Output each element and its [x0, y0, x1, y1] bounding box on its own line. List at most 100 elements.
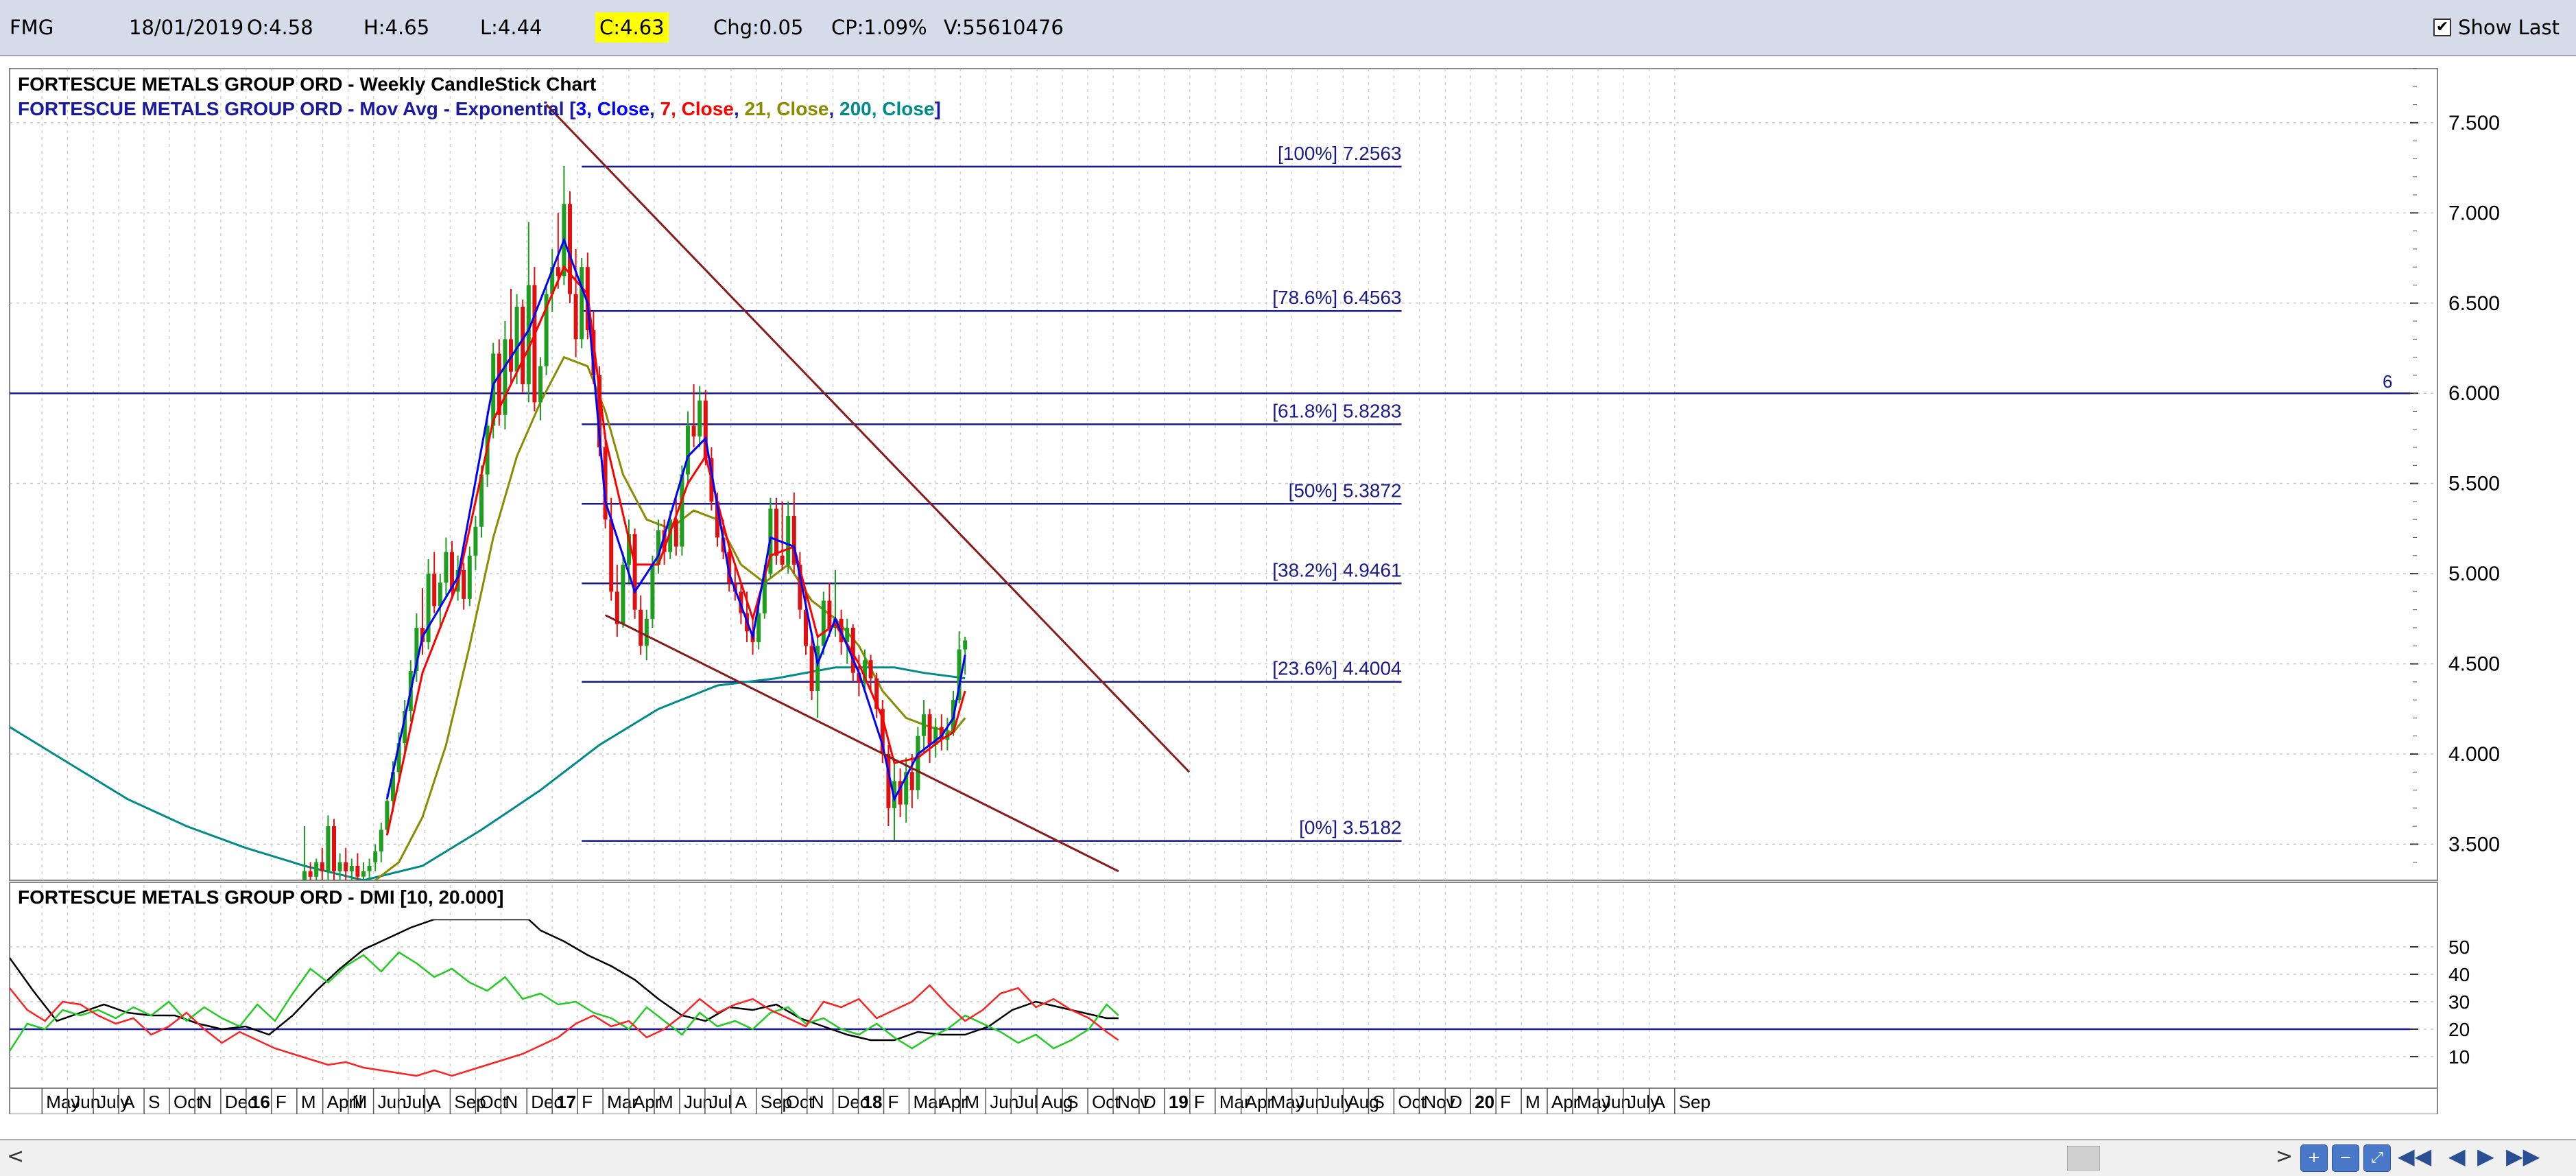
- dmi-tick-label: 20: [2448, 1019, 2470, 1040]
- time-tick-label: Aug: [1041, 1092, 1073, 1112]
- candle-body: [367, 865, 372, 871]
- ma-title-part: ,: [734, 98, 745, 119]
- candle-body: [791, 515, 796, 565]
- time-tick-label: July: [1322, 1092, 1353, 1112]
- zoom-in-icon[interactable]: +: [2300, 1144, 2328, 1172]
- candle-body: [857, 672, 861, 682]
- time-tick-label: M: [964, 1092, 979, 1112]
- scroll-first-icon[interactable]: ◀◀: [2398, 1143, 2432, 1169]
- price-tick-label: 7.000: [2448, 202, 2500, 224]
- open-label: O:4.58: [247, 16, 313, 39]
- candle-body: [426, 574, 431, 642]
- candle-body: [521, 307, 525, 385]
- price-tick-label: 6.500: [2448, 292, 2500, 315]
- candle-body: [762, 574, 767, 613]
- ema-line-ema-7: [385, 265, 966, 836]
- time-tick-label: Jul: [709, 1092, 732, 1112]
- time-tick-label: A: [1654, 1092, 1666, 1112]
- date-label: 18/01/2019: [129, 16, 244, 39]
- chart-canvas: [100%] 7.2563 [78.6%] 6.4563 [61.8%] 5.828…: [9, 68, 2500, 1114]
- candle-body: [373, 851, 378, 862]
- time-tick-label: Jun: [71, 1092, 100, 1112]
- time-tick-label: 20: [1475, 1092, 1494, 1112]
- price-tick-label: 3.500: [2448, 833, 2500, 856]
- time-tick-label: July: [403, 1092, 435, 1112]
- time-tick-label: F: [1194, 1092, 1205, 1112]
- time-tick-label: Oct: [786, 1092, 814, 1112]
- scroll-thumb[interactable]: [2067, 1146, 2100, 1171]
- candle-body: [827, 600, 832, 628]
- candle-body: [308, 871, 313, 877]
- time-tick-label: 19: [1169, 1092, 1189, 1112]
- candle-body: [874, 678, 879, 709]
- candle-body: [438, 583, 442, 607]
- time-tick-label: N: [505, 1092, 518, 1112]
- change-label: Chg:0.05: [713, 16, 804, 39]
- scroll-left-arrow[interactable]: <: [7, 1144, 25, 1168]
- candle-body: [349, 865, 354, 871]
- price-tick-label: 5.500: [2448, 473, 2500, 495]
- scroll-last-icon[interactable]: ▶▶: [2506, 1143, 2540, 1169]
- zoom-out-icon[interactable]: −: [2332, 1144, 2359, 1172]
- dmi-series-adx: [10, 919, 1119, 1042]
- time-tick-label: S: [1066, 1092, 1078, 1112]
- ema-line-ema-200: [10, 666, 966, 880]
- candle-body: [597, 375, 601, 448]
- time-tick-label: F: [1500, 1092, 1511, 1112]
- scroll-right-arrow[interactable]: >: [2276, 1144, 2293, 1168]
- candle-body: [774, 508, 778, 556]
- candle-body: [568, 204, 572, 294]
- price-grid: [10, 69, 2437, 880]
- chart-area: [100%] 7.2563 [78.6%] 6.4563 [61.8%] 5.828…: [0, 55, 2576, 1114]
- dmi-axis: 50 40 30 20 10: [2410, 937, 2470, 1068]
- time-tick-label: May: [46, 1092, 80, 1112]
- candle-body: [609, 519, 614, 592]
- fib-level-label: [61.8%] 5.8283: [1272, 400, 1401, 421]
- time-tick-label: N: [199, 1092, 212, 1112]
- price-tick-label: 7.500: [2448, 112, 2500, 134]
- scroll-back-icon[interactable]: ◀: [2448, 1143, 2466, 1169]
- candle-body: [639, 609, 643, 646]
- show-last-toggle[interactable]: ✔ Show Last: [2433, 0, 2560, 55]
- time-tick-label: A: [429, 1092, 441, 1112]
- candle-body: [462, 569, 466, 599]
- candle-body: [391, 772, 395, 801]
- info-bar: FMG 18/01/2019 O:4.58 H:4.65 L:4.44 C:4.…: [0, 0, 2576, 56]
- show-last-checkbox[interactable]: ✔: [2433, 19, 2452, 36]
- candle-body: [845, 627, 850, 642]
- time-tick-label: Dec: [225, 1092, 257, 1112]
- ma-title-part: 7, Close: [660, 98, 734, 119]
- candle-body: [603, 447, 608, 520]
- scrollbar[interactable]: < > + − ⤢ ◀◀ ◀ ▶ ▶▶: [0, 1139, 2576, 1176]
- candle-body: [550, 267, 555, 294]
- candle-body: [621, 564, 625, 624]
- zoom-reset-icon[interactable]: ⤢: [2363, 1144, 2391, 1172]
- candle-body: [916, 736, 920, 790]
- candle-body: [715, 501, 719, 538]
- time-tick-label: Apr: [939, 1092, 967, 1112]
- time-tick-label: 16: [250, 1092, 270, 1112]
- dmi-series-di: [10, 951, 1119, 1052]
- candle-body: [580, 267, 584, 340]
- price-axis: 7.500 7.000 6.500 6.000 5.500 5.000 4.500 4.000…: [2383, 68, 2500, 863]
- candle-body: [403, 710, 407, 744]
- time-tick-label: Jun: [1602, 1092, 1631, 1112]
- scroll-forward-icon[interactable]: ▶: [2477, 1143, 2494, 1169]
- candle-body: [314, 862, 319, 877]
- candle-body: [815, 646, 820, 691]
- candle-body: [344, 862, 348, 871]
- ma-title-part: ]: [935, 98, 941, 119]
- time-tick-label: Oct: [174, 1092, 202, 1112]
- time-tick-label: July: [1627, 1092, 1659, 1112]
- candle-body: [326, 826, 331, 871]
- price-panel: [100%] 7.2563 [78.6%] 6.4563 [61.8%] 5.828…: [9, 68, 2500, 881]
- time-tick-label: May: [1577, 1092, 1610, 1112]
- candle-body: [691, 425, 696, 437]
- dmi-tick-label: 50: [2448, 937, 2470, 958]
- candle-body: [473, 526, 478, 556]
- price-panel-frame: [9, 68, 2438, 881]
- low-label: L:4.44: [480, 16, 542, 39]
- price-tick-label: 5.000: [2448, 563, 2500, 585]
- price-tick-label: 4.500: [2448, 653, 2500, 676]
